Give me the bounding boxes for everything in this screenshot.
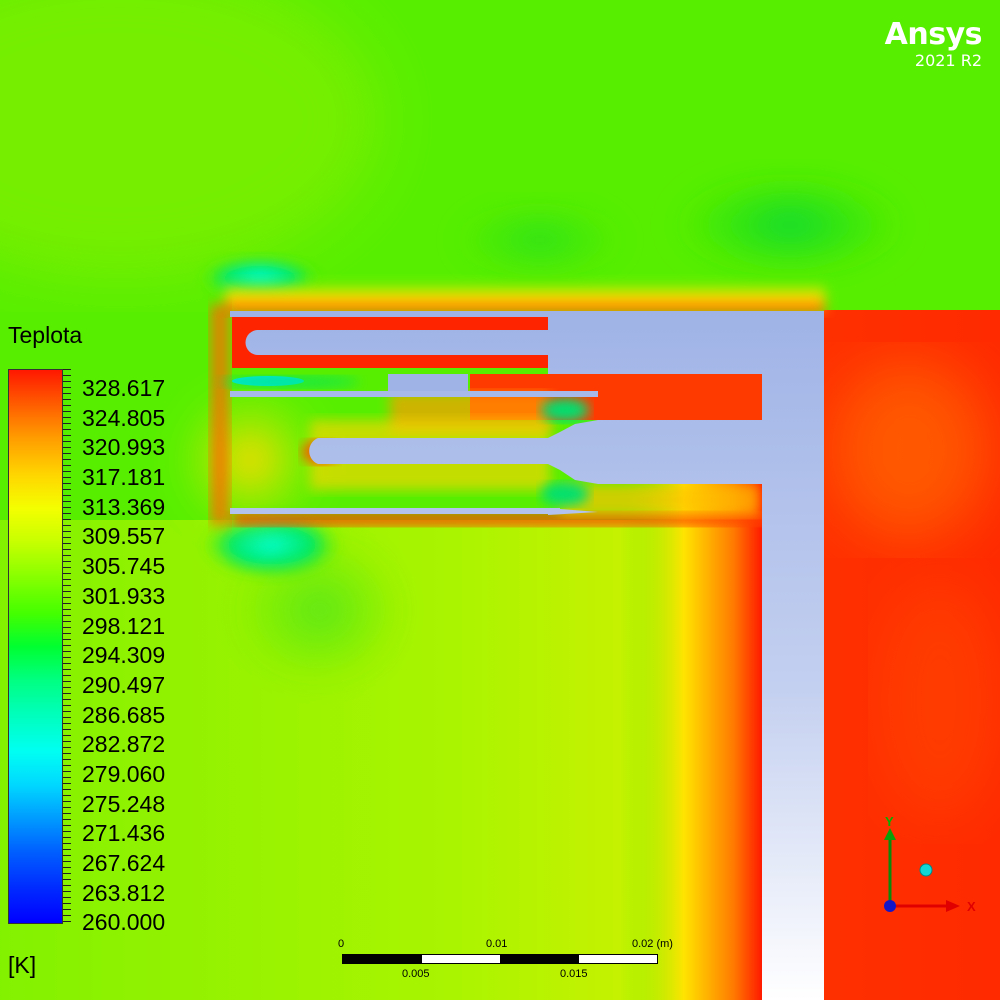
fin-thin-bottom-tip xyxy=(548,508,598,515)
origin-dot-icon xyxy=(884,900,896,912)
right-warm-patch-2 xyxy=(880,580,1000,820)
ansys-logo: Ansys 2021 R2 xyxy=(884,17,983,70)
scale-label-0.015: 0.015 xyxy=(560,968,588,980)
z-axis-dot-icon xyxy=(919,863,933,877)
top-left-warm-zone xyxy=(0,0,380,280)
fin-thin-bottom xyxy=(230,508,560,514)
vertical-wall-thermal-layer xyxy=(620,480,762,1000)
fin-eddy-1 xyxy=(541,398,589,422)
legend-title: Teplota xyxy=(8,322,83,348)
lower-cool-eddy xyxy=(230,530,410,690)
legend-label: 260.000 xyxy=(82,909,166,936)
axis-triad[interactable]: Y X xyxy=(872,812,982,922)
channel-hot-5 xyxy=(560,484,760,516)
heat-sink-solid xyxy=(245,311,824,1000)
legend-label: 286.685 xyxy=(82,701,166,728)
brand-version: 2021 R2 xyxy=(914,51,982,70)
x-axis-arrow-icon xyxy=(946,900,960,912)
scale-bar: 0 0.01 0.02 (m) 0.005 0.015 xyxy=(338,938,673,988)
legend-label: 298.121 xyxy=(82,612,166,639)
legend-labels: 328.617 324.805 320.993 317.181 313.369 … xyxy=(82,374,165,938)
legend-label: 313.369 xyxy=(82,493,166,520)
scale-label-0.005: 0.005 xyxy=(402,968,430,980)
legend-ticks xyxy=(63,369,71,924)
jet-cold-tip-1b xyxy=(220,376,360,388)
legend-label: 324.805 xyxy=(82,404,166,431)
fin-thin-mid xyxy=(230,391,598,397)
legend-label: 328.617 xyxy=(82,375,166,401)
legend-label: 282.872 xyxy=(82,731,166,758)
legend-label: 279.060 xyxy=(82,760,166,787)
x-axis-label: X xyxy=(967,899,976,914)
scale-segment xyxy=(500,955,579,963)
legend-label: 309.557 xyxy=(82,523,166,550)
top-plate-thermal-layer xyxy=(225,278,825,314)
scale-label-0.01: 0.01 xyxy=(486,938,508,950)
scale-segment xyxy=(343,955,422,963)
legend-label: 263.812 xyxy=(82,879,166,906)
legend-label: 317.181 xyxy=(82,464,166,491)
legend-label: 294.309 xyxy=(82,642,166,669)
scale-label-0: 0 xyxy=(338,938,345,950)
right-warm-patch xyxy=(830,360,990,540)
legend-unit: [K] xyxy=(8,952,37,978)
brand-name: Ansys xyxy=(884,17,983,52)
y-axis-arrow-icon xyxy=(884,828,896,840)
legend-label: 301.933 xyxy=(82,582,166,609)
legend-label: 305.745 xyxy=(82,553,166,580)
fin-thin-mid-tip xyxy=(548,391,598,397)
legend-label: 267.624 xyxy=(82,850,166,876)
legend-label: 271.436 xyxy=(82,820,166,847)
legend-label: 275.248 xyxy=(82,790,166,817)
fin-thin-top xyxy=(230,311,548,317)
scale-ruler xyxy=(342,954,658,964)
fin-block xyxy=(388,374,468,391)
y-axis-label: Y xyxy=(885,814,894,829)
upper-cool-eddy xyxy=(670,170,910,280)
fin-eddy-2 xyxy=(541,482,589,506)
color-legend-bar[interactable] xyxy=(8,369,63,924)
legend-label: 320.993 xyxy=(82,434,166,461)
scale-label-0.02: 0.02 (m) xyxy=(632,938,673,950)
upper-cool-eddy-2 xyxy=(450,200,630,280)
legend-label: 290.497 xyxy=(82,671,166,698)
left-edge-hot-strip xyxy=(210,305,230,525)
